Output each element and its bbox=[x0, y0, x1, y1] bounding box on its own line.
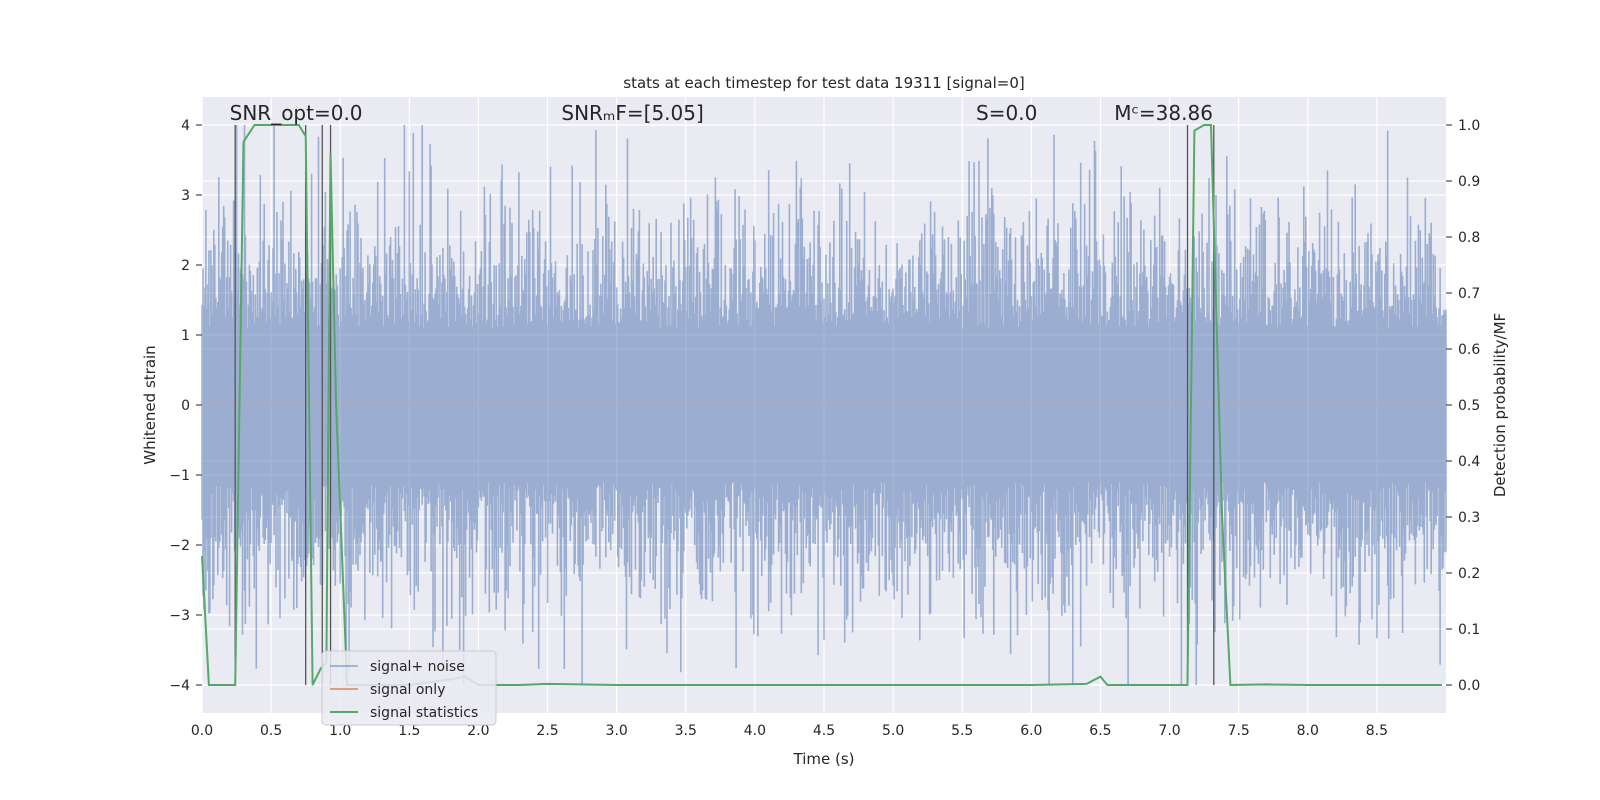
x-tick-label: 0.5 bbox=[260, 723, 282, 739]
y-left-tick-label: −4 bbox=[169, 678, 190, 694]
x-tick-label: 6.5 bbox=[1089, 723, 1111, 739]
annotation-chirp-mass: Mᶜ=38.86 bbox=[1114, 101, 1213, 125]
x-tick-label: 2.0 bbox=[467, 723, 489, 739]
y-left-tick-label: −1 bbox=[169, 468, 190, 484]
x-tick-label: 7.0 bbox=[1158, 723, 1180, 739]
y-left-tick-label: 1 bbox=[181, 328, 190, 344]
annotations: SNR_opt=0.0 SNRₘF=[5.05] S=0.0 Mᶜ=38.86 bbox=[230, 101, 1213, 125]
y-right-tick-label: 0.2 bbox=[1458, 566, 1480, 582]
y-right-tick-label: 1.0 bbox=[1458, 118, 1480, 134]
x-axis-label: Time (s) bbox=[793, 750, 855, 768]
signal-statistics-series bbox=[201, 124, 1442, 687]
signal-noise-line bbox=[201, 125, 1447, 685]
x-tick-label: 3.0 bbox=[606, 723, 628, 739]
y-left-tick-label: 4 bbox=[181, 118, 190, 134]
x-tick-label: 1.0 bbox=[329, 723, 351, 739]
axes: 0.0 0.5 1.0 1.5 2.0 2.5 3.0 3.5 4.0 4.5 5.0 5.5 6.0 6… bbox=[169, 118, 1480, 739]
annotation-snr-opt: SNR_opt=0.0 bbox=[230, 101, 363, 125]
y-axis-left-label: Whitened strain bbox=[141, 345, 159, 464]
legend-entry: signal statistics bbox=[370, 705, 478, 721]
x-tick-label: 7.5 bbox=[1228, 723, 1250, 739]
y-right-tick-label: 0.5 bbox=[1458, 398, 1480, 414]
y-left-tick-label: 2 bbox=[181, 258, 190, 274]
y-right-tick-label: 0.9 bbox=[1458, 174, 1480, 190]
y-axis-right-label: Detection probability/MF bbox=[1491, 313, 1509, 497]
chart-title: stats at each timestep for test data 193… bbox=[623, 74, 1024, 92]
x-tick-label: 1.5 bbox=[398, 723, 420, 739]
y-right-tick-label: 0.6 bbox=[1458, 342, 1480, 358]
y-left-tick-label: 3 bbox=[181, 188, 190, 204]
y-left-tick-label: −2 bbox=[169, 538, 190, 554]
x-tick-label: 5.5 bbox=[951, 723, 973, 739]
x-tick-label: 8.0 bbox=[1297, 723, 1319, 739]
legend-entry: signal+ noise bbox=[370, 659, 465, 675]
x-tick-label: 2.5 bbox=[536, 723, 558, 739]
legend: signal+ noise signal only signal statistic… bbox=[321, 650, 497, 726]
x-tick-label: 4.5 bbox=[813, 723, 835, 739]
legend-box bbox=[321, 650, 497, 726]
legend-entry: signal only bbox=[370, 682, 445, 698]
x-tick-label: 3.5 bbox=[675, 723, 697, 739]
y-right-tick-label: 0.3 bbox=[1458, 510, 1480, 526]
signal-noise-series bbox=[201, 125, 1447, 685]
x-tick-label: 0.0 bbox=[191, 723, 213, 739]
signal-statistics-line bbox=[201, 124, 1442, 687]
y-right-tick-label: 0.4 bbox=[1458, 454, 1480, 470]
y-left-tick-label: 0 bbox=[181, 398, 190, 414]
y-right-tick-label: 0.8 bbox=[1458, 230, 1480, 246]
annotation-s-stat: S=0.0 bbox=[976, 101, 1037, 125]
x-tick-label: 8.5 bbox=[1366, 723, 1388, 739]
y-left-tick-label: −3 bbox=[169, 608, 190, 624]
annotation-snr-mf: SNRₘF=[5.05] bbox=[561, 101, 703, 125]
y-right-tick-label: 0.7 bbox=[1458, 286, 1480, 302]
y-right-tick-label: 0.0 bbox=[1458, 678, 1480, 694]
x-tick-label: 6.0 bbox=[1020, 723, 1042, 739]
x-tick-label: 4.0 bbox=[744, 723, 766, 739]
x-tick-label: 5.0 bbox=[882, 723, 904, 739]
y-right-tick-label: 0.1 bbox=[1458, 622, 1480, 638]
